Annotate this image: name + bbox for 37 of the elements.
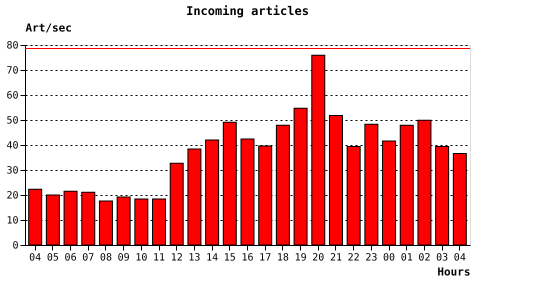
x-tick-label: 05	[46, 252, 59, 264]
y-tick-label: 40	[6, 140, 18, 152]
x-tick-label: 18	[276, 252, 289, 264]
x-tick-label: 11	[153, 252, 166, 264]
y-axis-title: Art/sec	[26, 22, 72, 34]
x-tick-label: 04	[29, 252, 42, 264]
x-tick-label: 13	[188, 252, 200, 264]
y-tick-label: 10	[6, 216, 18, 226]
x-tick-label: 07	[82, 252, 94, 264]
x-tick-label: 09	[118, 252, 130, 264]
x-tick-label: 12	[170, 252, 183, 264]
x-tick-label: 01	[400, 252, 413, 264]
chart-title: Incoming articles	[186, 4, 309, 18]
y-tick-label: 70	[6, 66, 18, 76]
x-axis-title: Hours	[437, 266, 470, 278]
x-tick-label: 22	[348, 252, 360, 264]
x-tick-label: 19	[294, 252, 307, 264]
x-tick-label: 20	[312, 252, 324, 264]
x-tick-label: 00	[383, 252, 396, 264]
y-tick-label: 60	[6, 90, 18, 102]
x-tick-label: 15	[224, 252, 236, 264]
y-tick-label: 30	[6, 166, 18, 176]
x-tick-label: 23	[365, 252, 378, 264]
y-tick-label: 80	[6, 40, 18, 52]
y-tick-label: 0	[12, 240, 18, 252]
x-tick-label: 02	[418, 252, 430, 264]
x-tick-label: 06	[64, 252, 77, 264]
x-tick-label: 14	[206, 252, 218, 264]
y-tick-label: 20	[6, 190, 18, 202]
x-tick-label: 08	[100, 252, 112, 264]
x-tick-label: 17	[259, 252, 272, 264]
x-tick-label: 16	[241, 252, 254, 264]
x-tick-label: 04	[454, 252, 466, 264]
x-tick-label: 21	[330, 252, 342, 264]
x-tick-label: 10	[135, 252, 148, 264]
y-tick-label: 50	[6, 116, 18, 126]
x-tick-label: 03	[436, 252, 448, 264]
